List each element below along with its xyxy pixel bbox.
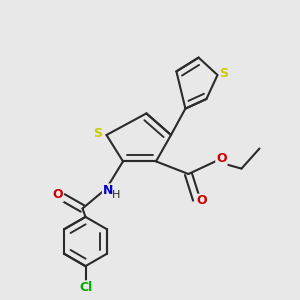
Text: O: O [196,194,207,208]
Text: Cl: Cl [79,281,92,294]
Text: O: O [216,152,227,166]
Text: S: S [94,127,103,140]
Text: N: N [103,184,113,197]
Text: H: H [112,190,120,200]
Text: S: S [220,67,229,80]
Text: O: O [52,188,63,202]
